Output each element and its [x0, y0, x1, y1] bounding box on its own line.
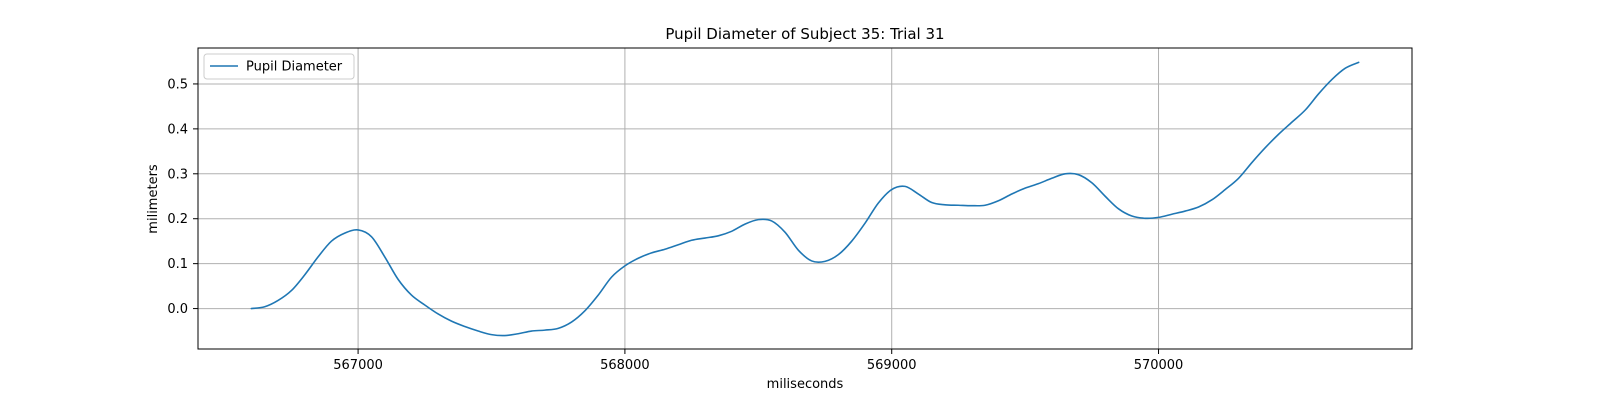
legend-label-pupil-diameter: Pupil Diameter — [246, 60, 343, 75]
x-tick-label: 569000 — [867, 358, 917, 373]
legend: Pupil Diameter — [203, 53, 355, 80]
series-line-pupil-diameter — [250, 61, 1360, 337]
legend-box — [203, 53, 355, 80]
axes-frame — [197, 47, 1413, 350]
chart-title: Pupil Diameter of Subject 35: Trial 31 — [665, 25, 944, 43]
plot-area — [198, 48, 1412, 349]
y-tick-label: 0.3 — [167, 167, 188, 182]
y-tick-label: 0.2 — [167, 212, 188, 227]
y-tick-label: 0.5 — [167, 77, 188, 92]
y-tick-label: 0.4 — [167, 122, 188, 137]
series-layer — [250, 61, 1360, 337]
x-tick-label: 568000 — [600, 358, 650, 373]
ticks: 567000 568000 569000 570000 0.0 0.1 0.2 0.3 0.4 0… — [167, 77, 1183, 373]
x-tick-label: 567000 — [333, 358, 383, 373]
y-tick-label: 0.0 — [167, 302, 188, 317]
grid — [198, 48, 1412, 349]
x-tick-label: 570000 — [1134, 358, 1184, 373]
y-tick-label: 0.1 — [167, 257, 188, 272]
x-axis-label: miliseconds — [767, 377, 844, 392]
y-axis-label: milimeters — [146, 164, 161, 234]
